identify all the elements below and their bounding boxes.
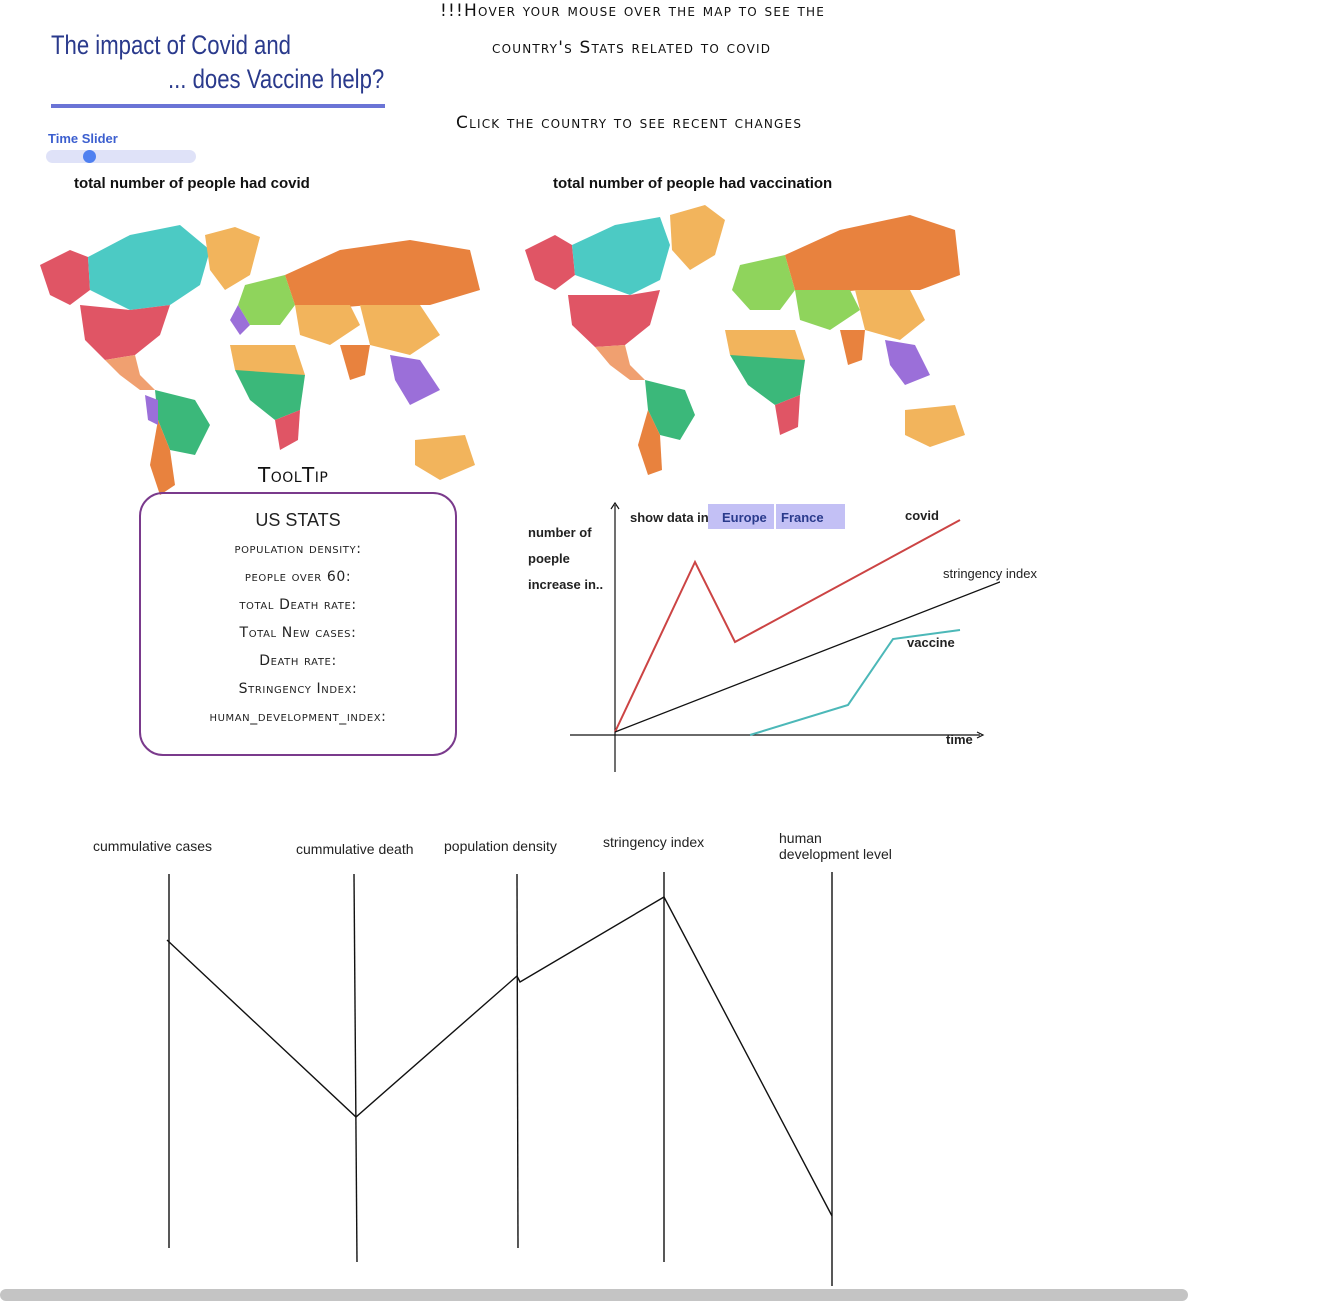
covid-series-line: [614, 519, 961, 733]
series-label-covid: covid: [905, 508, 939, 523]
tooltip-field-total-death-rate: total Death rate:: [239, 597, 357, 613]
map-region-brazil[interactable]: [645, 380, 695, 440]
map-region-australia[interactable]: [415, 435, 475, 480]
map-region-argentina[interactable]: [150, 420, 175, 495]
series-label-vaccine: vaccine: [907, 635, 955, 650]
time-slider-label: Time Slider: [48, 131, 118, 146]
series-label-stringency: stringency index: [943, 566, 1037, 581]
map-region-australia[interactable]: [905, 405, 965, 447]
page-title-line1: The impact of Covid and: [51, 30, 291, 60]
map-region-mexico[interactable]: [105, 355, 155, 390]
line-chart-sketch: [570, 501, 1000, 772]
map-region-india[interactable]: [340, 345, 370, 380]
tooltip-panel: US STATS population density: people over…: [139, 492, 457, 756]
map-region-usa[interactable]: [568, 290, 660, 347]
region-button-france[interactable]: France: [781, 510, 824, 525]
button-divider: [774, 504, 776, 529]
map-region-south-africa[interactable]: [775, 395, 800, 435]
tooltip-field-stringency-index: Stringency Index:: [238, 681, 358, 697]
tooltip-field-human-development-index: human_development_index:: [209, 709, 387, 725]
map-region-china[interactable]: [360, 305, 440, 355]
horizontal-scrollbar[interactable]: [0, 1289, 1188, 1301]
map-region-central-africa[interactable]: [730, 355, 805, 405]
vaccine-series-line: [749, 629, 961, 736]
line-chart-ylabel-2: poeple: [528, 551, 570, 566]
x-axis-label: time: [946, 732, 973, 747]
map-region-central-africa[interactable]: [235, 370, 305, 420]
map-region-south-africa[interactable]: [275, 410, 300, 450]
covid-world-map[interactable]: [10, 195, 510, 500]
map-region-greenland[interactable]: [670, 205, 725, 270]
region-button-europe[interactable]: Europe: [722, 510, 767, 525]
map-region-canada[interactable]: [88, 225, 210, 310]
tooltip-field-death-rate: Death rate:: [259, 653, 337, 669]
filter-bar: [708, 504, 845, 529]
map-region-central-asia[interactable]: [295, 305, 360, 345]
line-chart-ylabel-3: increase in..: [528, 577, 604, 592]
parallel-axis-label-population-density: population density: [444, 838, 557, 854]
tooltip-title: US STATS: [255, 510, 341, 530]
page-title-line2: ... does Vaccine help?: [168, 64, 385, 94]
map-region-se-asia[interactable]: [390, 355, 440, 405]
map-region-alaska[interactable]: [525, 235, 575, 290]
map-region-europe[interactable]: [238, 275, 295, 325]
time-slider-thumb[interactable]: [82, 150, 96, 163]
parallel-axis-label-human-development: human development level: [779, 830, 892, 862]
map-region-mexico[interactable]: [595, 345, 645, 380]
parallel-axis-label-stringency-index: stringency index: [603, 834, 705, 850]
tooltip-field-people-over-60: people over 60:: [244, 569, 352, 585]
tooltip-field-total-new-cases: Total New cases:: [239, 625, 357, 641]
covid-map-label: total number of people had covid: [74, 175, 310, 192]
map-region-western-europe[interactable]: [230, 305, 250, 335]
map-region-greenland[interactable]: [205, 227, 260, 290]
map-region-andes[interactable]: [145, 395, 158, 425]
filter-label: show data in: [630, 510, 709, 525]
parallel-axis-label-cumulative-death: cummulative death: [296, 841, 414, 857]
time-slider[interactable]: [46, 150, 196, 163]
tooltip-heading: ToolTip: [258, 463, 329, 487]
parallel-data-line: [166, 896, 833, 1217]
map-region-usa[interactable]: [80, 305, 170, 360]
hover-instruction: !!!Hover your mouse over the map to see …: [440, 1, 826, 21]
map-region-alaska[interactable]: [40, 250, 90, 305]
hover-instruction-cont: country's Stats related to covid: [492, 38, 772, 58]
map-region-russia[interactable]: [785, 215, 960, 295]
parallel-axis-label-cumulative-cases: cummulative cases: [93, 838, 213, 854]
parallel-coordinates-sketch: [166, 872, 833, 1286]
vaccination-world-map[interactable]: [510, 195, 1010, 475]
map-region-russia[interactable]: [285, 240, 480, 310]
map-region-china[interactable]: [855, 290, 925, 340]
parallel-axis-cumulative-death: [353, 873, 358, 1263]
map-region-india[interactable]: [840, 330, 865, 365]
map-region-se-asia[interactable]: [885, 340, 930, 385]
title-underline: [51, 104, 385, 108]
vaccination-map-label: total number of people had vaccination: [553, 175, 833, 192]
map-region-brazil[interactable]: [155, 390, 210, 455]
map-region-central-asia[interactable]: [795, 290, 860, 330]
map-region-europe[interactable]: [732, 255, 795, 310]
click-instruction: Click the country to see recent changes: [456, 113, 803, 133]
x-axis-arrow: [976, 731, 985, 739]
map-region-argentina[interactable]: [638, 410, 662, 475]
parallel-axis-population-density: [516, 873, 519, 1249]
stringency-series-line: [614, 581, 1000, 733]
y-axis-arrow: [610, 501, 620, 510]
map-region-canada[interactable]: [572, 217, 670, 295]
tooltip-field-population-density: population density:: [234, 541, 362, 557]
line-chart-ylabel-1: number of: [528, 525, 592, 540]
